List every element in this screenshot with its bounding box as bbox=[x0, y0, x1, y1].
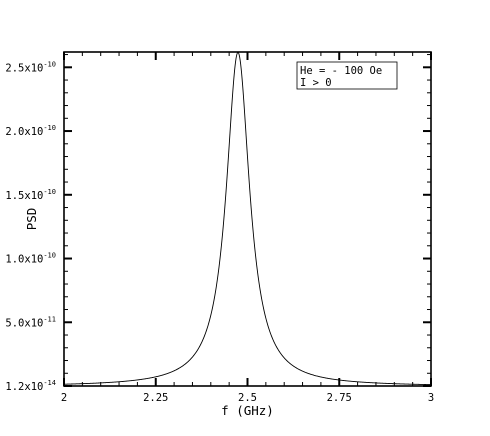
y-tick-label: 2.5x10-10 bbox=[5, 60, 56, 74]
y-tick-mantissa: 1.0x10 bbox=[5, 254, 43, 266]
legend-box bbox=[296, 61, 398, 90]
y-axis-title: PSD bbox=[24, 208, 39, 231]
y-tick-exponent: -10 bbox=[43, 124, 56, 132]
x-tick-label: 2.25 bbox=[143, 392, 168, 404]
y-tick-label: 1.5x10-10 bbox=[5, 188, 56, 202]
y-tick-exponent: -10 bbox=[43, 252, 56, 260]
y-tick-mantissa: 5.0x10 bbox=[5, 317, 43, 329]
y-tick-exponent: -11 bbox=[43, 315, 56, 323]
y-tick-label: 5.0x10-11 bbox=[5, 315, 56, 329]
y-tick-exponent: -14 bbox=[43, 379, 56, 387]
x-tick-label: 2.75 bbox=[327, 392, 352, 404]
x-tick-label: 2 bbox=[61, 392, 67, 404]
x-axis-title: f (GHz) bbox=[221, 403, 274, 418]
y-tick-mantissa: 1.2x10 bbox=[5, 381, 43, 393]
psd-series-line bbox=[63, 51, 432, 386]
y-tick-exponent: -10 bbox=[43, 60, 56, 68]
ticks-layer bbox=[63, 52, 432, 387]
x-tick-label: 3 bbox=[428, 392, 434, 404]
y-tick-label: 1.0x10-10 bbox=[5, 252, 56, 266]
legend-entry-field: He = - 100 Oe bbox=[300, 65, 382, 77]
y-tick-mantissa: 2.0x10 bbox=[5, 126, 43, 138]
plot-frame bbox=[63, 51, 432, 387]
y-tick-label: 1.2x10-14 bbox=[5, 379, 56, 393]
y-tick-mantissa: 2.5x10 bbox=[5, 62, 43, 74]
x-tick-label: 2.5 bbox=[238, 392, 257, 404]
y-tick-exponent: -10 bbox=[43, 188, 56, 196]
y-tick-label: 2.0x10-10 bbox=[5, 124, 56, 138]
legend: He = - 100 Oe I > 0 bbox=[296, 61, 398, 90]
y-tick-mantissa: 1.5x10 bbox=[5, 190, 43, 202]
legend-entry-current: I > 0 bbox=[300, 77, 332, 89]
tick-labels-layer: 2 2.25 2.5 2.75 31.2x10-145.0x10-111.0x10-10… bbox=[5, 60, 434, 404]
